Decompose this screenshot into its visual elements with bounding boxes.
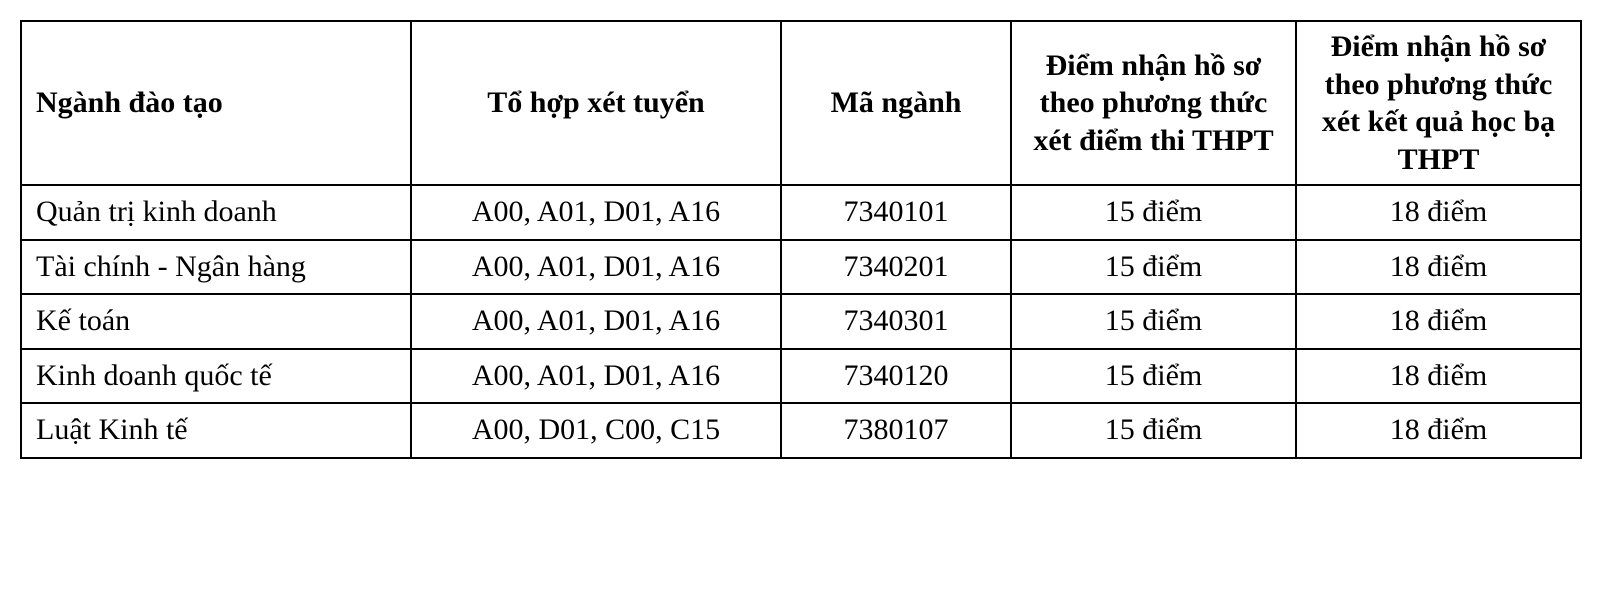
table-row: Luật Kinh tế A00, D01, C00, C15 7380107 … xyxy=(21,403,1581,458)
cell-diem-hocba: 18 điểm xyxy=(1296,294,1581,349)
table-row: Quản trị kinh doanh A00, A01, D01, A16 7… xyxy=(21,185,1581,240)
cell-tohop: A00, A01, D01, A16 xyxy=(411,185,781,240)
cell-nganh: Kinh doanh quốc tế xyxy=(21,349,411,404)
cell-manganh: 7340101 xyxy=(781,185,1011,240)
table-row: Tài chính - Ngân hàng A00, A01, D01, A16… xyxy=(21,240,1581,295)
cell-tohop: A00, A01, D01, A16 xyxy=(411,349,781,404)
table-body: Quản trị kinh doanh A00, A01, D01, A16 7… xyxy=(21,185,1581,458)
admissions-table: Ngành đào tạo Tổ hợp xét tuyển Mã ngành … xyxy=(20,20,1582,459)
col-header-nganh: Ngành đào tạo xyxy=(21,21,411,185)
table-header: Ngành đào tạo Tổ hợp xét tuyển Mã ngành … xyxy=(21,21,1581,185)
cell-diem-hocba: 18 điểm xyxy=(1296,240,1581,295)
cell-nganh: Kế toán xyxy=(21,294,411,349)
cell-diem-thpt: 15 điểm xyxy=(1011,240,1296,295)
cell-nganh: Tài chính - Ngân hàng xyxy=(21,240,411,295)
col-header-tohop: Tổ hợp xét tuyển xyxy=(411,21,781,185)
col-header-diem-thpt: Điểm nhận hồ sơ theo phương thức xét điể… xyxy=(1011,21,1296,185)
cell-diem-hocba: 18 điểm xyxy=(1296,185,1581,240)
cell-tohop: A00, D01, C00, C15 xyxy=(411,403,781,458)
cell-diem-thpt: 15 điểm xyxy=(1011,349,1296,404)
cell-diem-thpt: 15 điểm xyxy=(1011,185,1296,240)
cell-nganh: Quản trị kinh doanh xyxy=(21,185,411,240)
table-row: Kế toán A00, A01, D01, A16 7340301 15 đi… xyxy=(21,294,1581,349)
table-row: Kinh doanh quốc tế A00, A01, D01, A16 73… xyxy=(21,349,1581,404)
cell-diem-hocba: 18 điểm xyxy=(1296,349,1581,404)
cell-manganh: 7380107 xyxy=(781,403,1011,458)
col-header-diem-hocba: Điểm nhận hồ sơ theo phương thức xét kết… xyxy=(1296,21,1581,185)
col-header-manganh: Mã ngành xyxy=(781,21,1011,185)
cell-manganh: 7340301 xyxy=(781,294,1011,349)
cell-tohop: A00, A01, D01, A16 xyxy=(411,294,781,349)
cell-manganh: 7340120 xyxy=(781,349,1011,404)
cell-diem-hocba: 18 điểm xyxy=(1296,403,1581,458)
cell-manganh: 7340201 xyxy=(781,240,1011,295)
cell-nganh: Luật Kinh tế xyxy=(21,403,411,458)
cell-diem-thpt: 15 điểm xyxy=(1011,294,1296,349)
cell-tohop: A00, A01, D01, A16 xyxy=(411,240,781,295)
table-header-row: Ngành đào tạo Tổ hợp xét tuyển Mã ngành … xyxy=(21,21,1581,185)
cell-diem-thpt: 15 điểm xyxy=(1011,403,1296,458)
